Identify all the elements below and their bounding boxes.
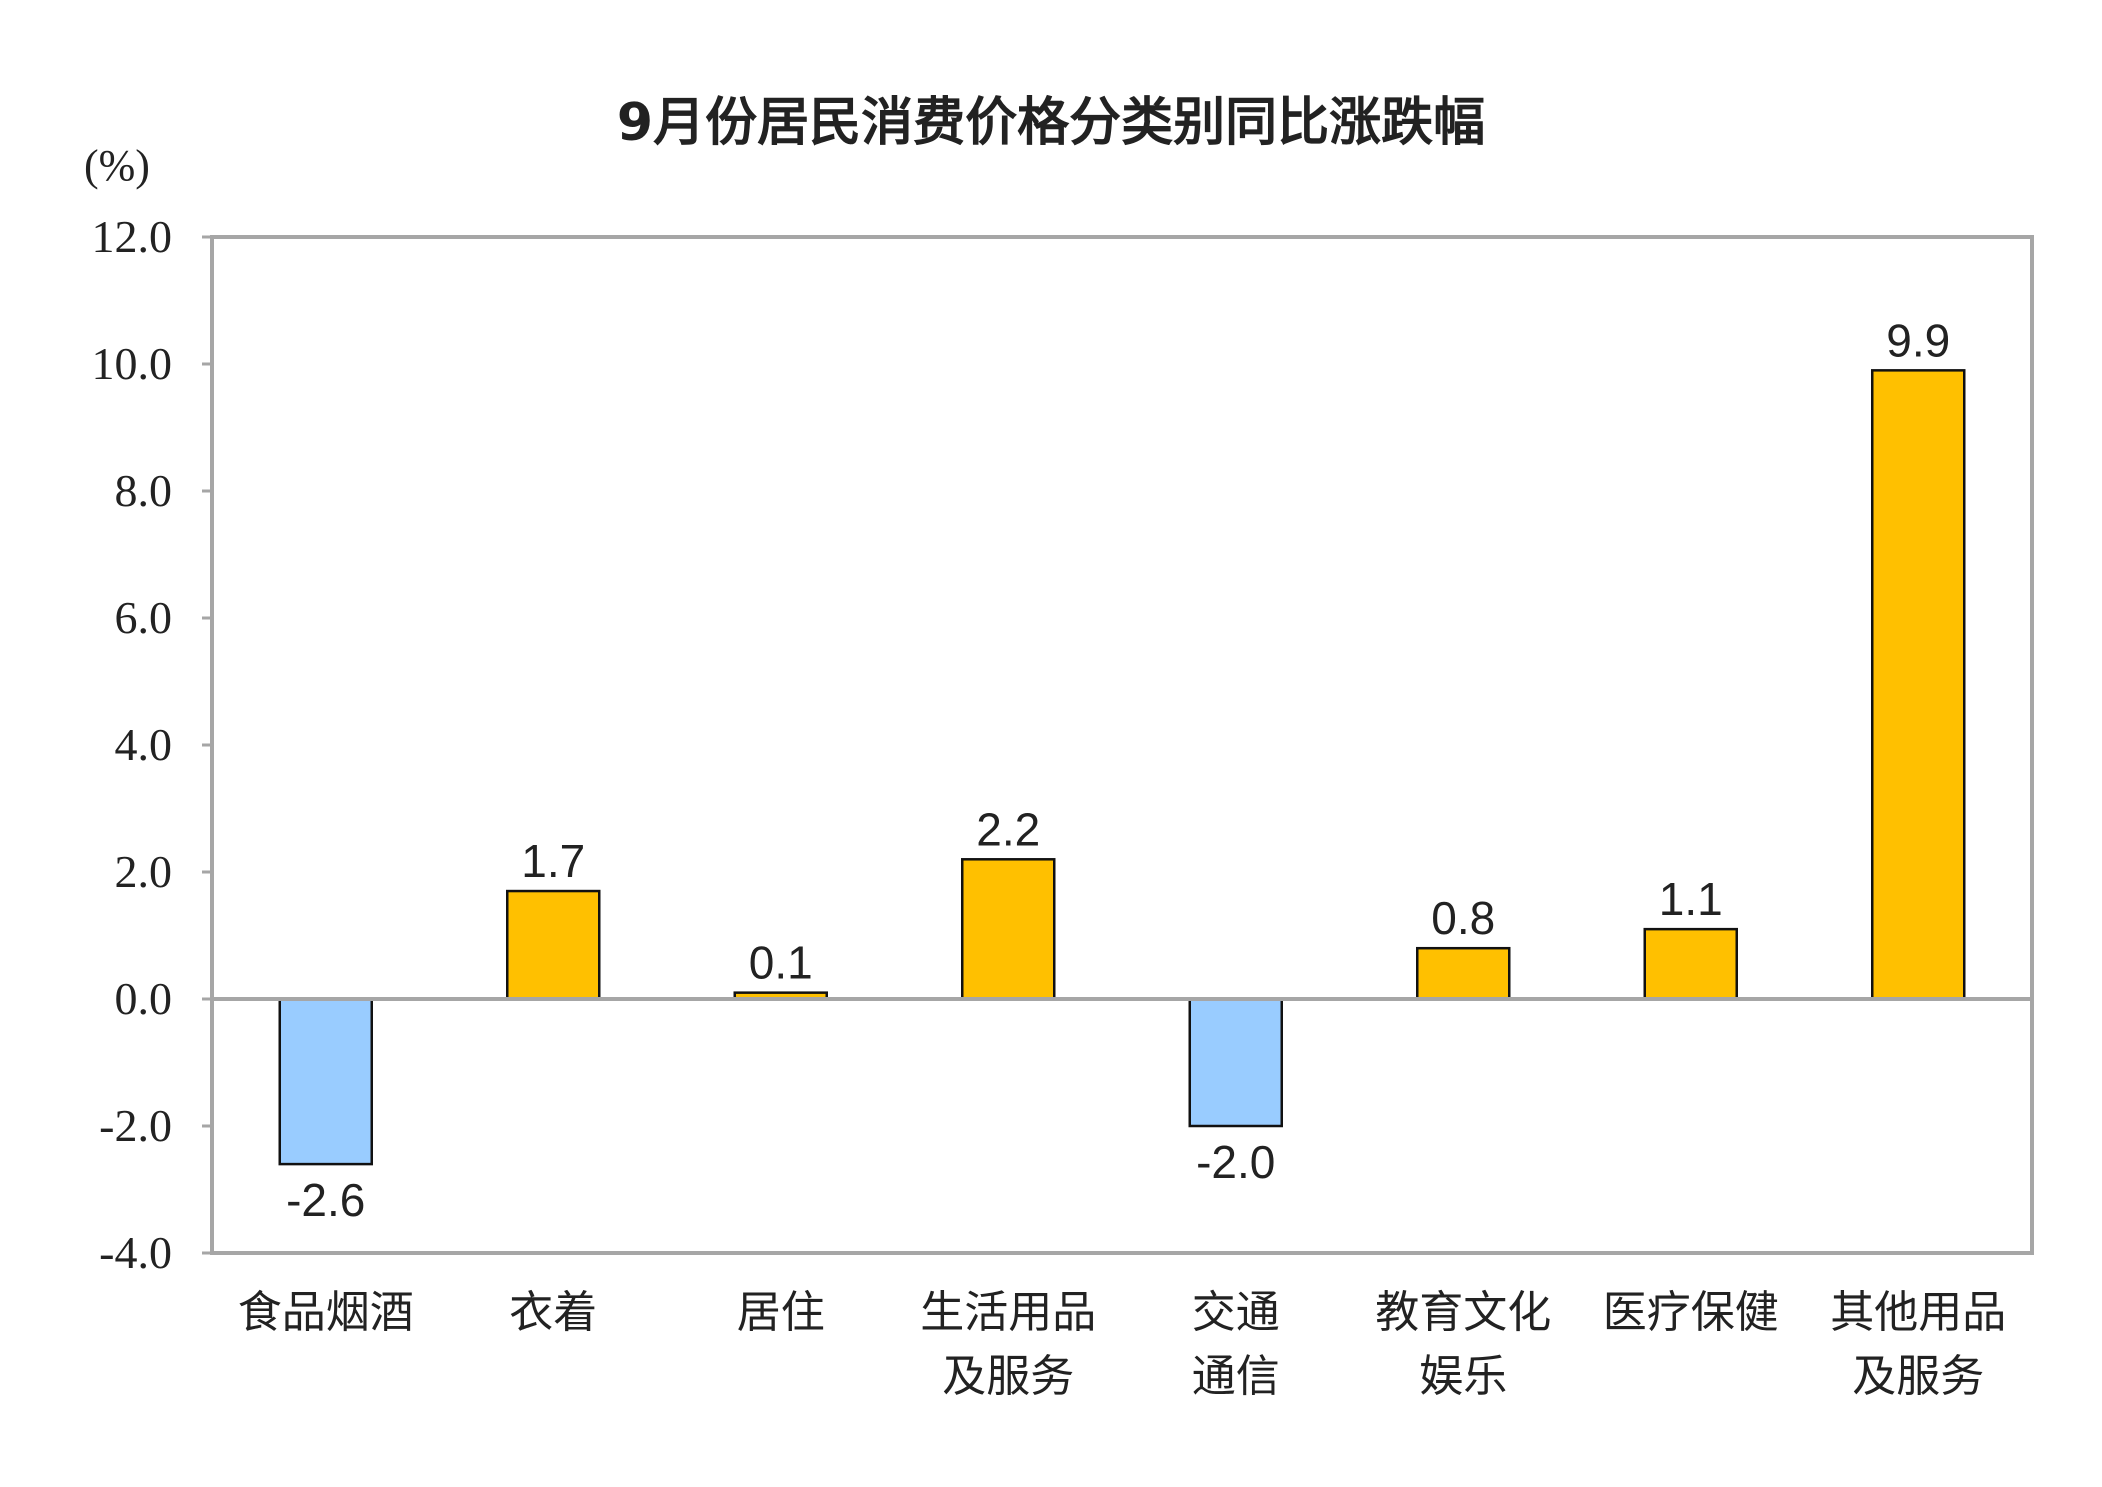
y-tick-label: 2.0 [115, 846, 173, 897]
plot-frame [210, 235, 2034, 1255]
chart-title: 9月份居民消费价格分类别同比涨跌幅 [616, 93, 1486, 153]
x-category-label: 医疗保健 [1603, 1287, 1779, 1338]
data-label: 2.2 [976, 803, 1040, 855]
x-category-label: 食品烟酒 [238, 1287, 414, 1338]
bar [961, 858, 1056, 1001]
data-label: 1.7 [521, 835, 585, 887]
bar [1188, 997, 1283, 1128]
y-tick-label: 10.0 [92, 338, 173, 389]
x-category-label: 居住 [737, 1287, 825, 1338]
bar [278, 997, 373, 1166]
x-category-label: 生活用品 [920, 1287, 1096, 1338]
data-label: 9.9 [1886, 314, 1950, 366]
y-tick-label: 0.0 [115, 973, 173, 1024]
y-tick-label: 4.0 [115, 719, 173, 770]
bar [1416, 946, 1511, 1001]
x-category-label: 及服务 [1852, 1351, 1984, 1402]
y-tick-label: -4.0 [99, 1227, 172, 1278]
x-category-label: 及服务 [942, 1351, 1074, 1402]
x-category-label: 教育文化 [1375, 1287, 1551, 1338]
x-category-label: 其他用品 [1830, 1287, 2006, 1338]
data-label: 0.8 [1431, 892, 1495, 944]
x-category-label: 通信 [1192, 1351, 1280, 1402]
y-tick-label: 8.0 [115, 465, 173, 516]
x-category-label: 交通 [1192, 1287, 1280, 1338]
bar [1643, 927, 1738, 1001]
data-label: -2.0 [1196, 1136, 1275, 1188]
y-tick-label: -2.0 [99, 1100, 172, 1151]
y-tick-label: 6.0 [115, 592, 173, 643]
bar [1871, 369, 1966, 1001]
bar [506, 889, 601, 1001]
data-label: 1.1 [1659, 873, 1723, 925]
y-tick-label: 12.0 [92, 211, 173, 262]
x-category-label: 娱乐 [1419, 1351, 1507, 1402]
y-axis-unit: (%) [84, 141, 150, 190]
x-category-label: 衣着 [509, 1287, 597, 1338]
data-label: 0.1 [749, 937, 813, 989]
data-label: -2.6 [286, 1174, 365, 1226]
